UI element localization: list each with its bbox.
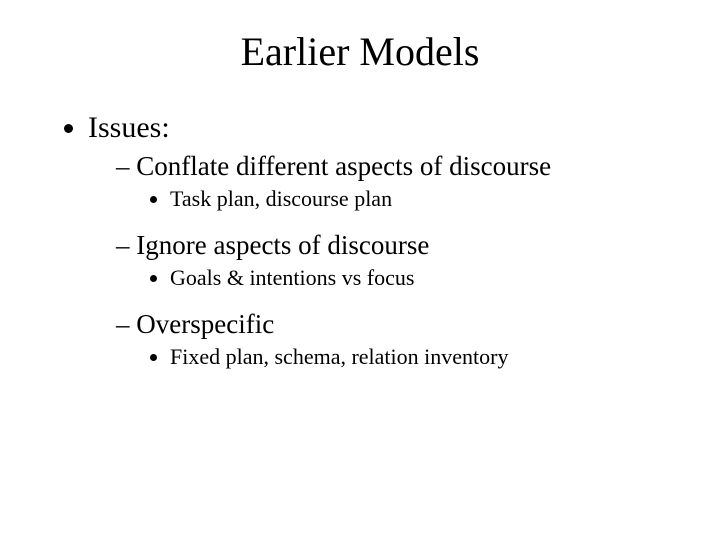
slide: Earlier Models Issues: Conflate differen… bbox=[0, 0, 720, 540]
list-item-text: Issues: bbox=[88, 111, 170, 144]
list-item-text: Ignore aspects of discourse bbox=[136, 230, 429, 260]
list-item-text: Task plan, discourse plan bbox=[170, 186, 392, 211]
bullet-list-level1: Issues: Conflate different aspects of di… bbox=[36, 111, 684, 370]
bullet-list-level3: Goals & intentions vs focus bbox=[116, 265, 684, 291]
list-item: Task plan, discourse plan bbox=[170, 186, 684, 212]
list-item: Conflate different aspects of discourse … bbox=[116, 151, 684, 212]
list-item: Overspecific Fixed plan, schema, relatio… bbox=[116, 309, 684, 370]
list-item: Fixed plan, schema, relation inventory bbox=[170, 344, 684, 370]
list-item-text: Overspecific bbox=[136, 309, 274, 339]
list-item-text: Conflate different aspects of discourse bbox=[136, 151, 551, 181]
list-item-text: Fixed plan, schema, relation inventory bbox=[170, 344, 508, 369]
list-item: Ignore aspects of discourse Goals & inte… bbox=[116, 230, 684, 291]
slide-title: Earlier Models bbox=[36, 28, 684, 75]
bullet-list-level3: Fixed plan, schema, relation inventory bbox=[116, 344, 684, 370]
list-item-text: Goals & intentions vs focus bbox=[170, 265, 414, 290]
bullet-list-level3: Task plan, discourse plan bbox=[116, 186, 684, 212]
list-item: Issues: Conflate different aspects of di… bbox=[88, 111, 684, 370]
list-item: Goals & intentions vs focus bbox=[170, 265, 684, 291]
bullet-list-level2: Conflate different aspects of discourse … bbox=[88, 151, 684, 370]
